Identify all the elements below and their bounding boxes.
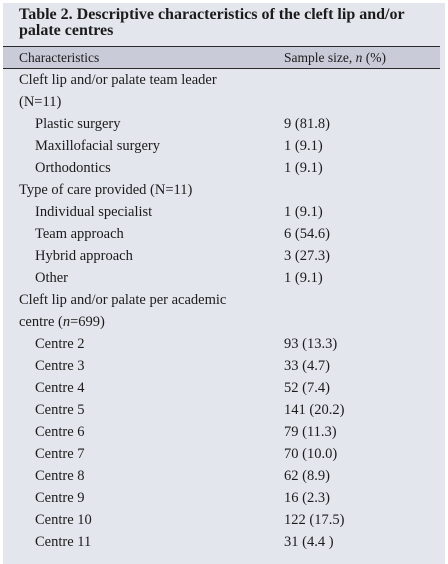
table-row: Centre 11 31 (4.4 ) bbox=[3, 531, 440, 553]
section-label: Cleft lip and/or palate per academic bbox=[19, 292, 227, 308]
table-row: Centre 4 52 (7.4) bbox=[3, 377, 440, 399]
table-row: Hybrid approach 3 (27.3) bbox=[3, 245, 440, 267]
row-label: Centre 11 bbox=[35, 534, 92, 550]
sub-label-suffix: =699) bbox=[70, 314, 105, 330]
table-row: Centre 6 79 (11.3) bbox=[3, 421, 440, 443]
row-label: Orthodontics bbox=[35, 160, 111, 176]
table-row: Centre 2 93 (13.3) bbox=[3, 333, 440, 355]
row-label: Centre 8 bbox=[35, 468, 85, 484]
section-row-team-leader-n: (N=11) bbox=[3, 91, 440, 113]
row-value: 1 (9.1) bbox=[284, 270, 323, 286]
section-label: Type of care provided (N=11) bbox=[19, 182, 193, 198]
table-body: Cleft lip and/or palate team leader (N=1… bbox=[3, 69, 440, 553]
table-row: Orthodontics 1 (9.1) bbox=[3, 157, 440, 179]
row-label: Other bbox=[35, 270, 69, 286]
row-label: Centre 10 bbox=[35, 512, 92, 528]
table-row: Team approach 6 (54.6) bbox=[3, 223, 440, 245]
table-title: Table 2. Descriptive characteristics of … bbox=[19, 7, 439, 39]
table-row: Plastic surgery 9 (81.8) bbox=[3, 113, 440, 135]
row-value: 122 (17.5) bbox=[284, 512, 345, 528]
section-row-per-centre: Cleft lip and/or palate per academic bbox=[3, 289, 440, 311]
header-bottom-rule bbox=[3, 68, 440, 69]
section-label: Cleft lip and/or palate team leader bbox=[19, 72, 217, 88]
sample-size-header-n: n bbox=[355, 50, 363, 65]
table-row: Centre 7 70 (10.0) bbox=[3, 443, 440, 465]
section-row-team-leader: Cleft lip and/or palate team leader bbox=[3, 69, 440, 91]
table-row: Other 1 (9.1) bbox=[3, 267, 440, 289]
section-sub-label: centre (n=699) bbox=[19, 311, 105, 333]
table-title-line-2: palate centres bbox=[19, 22, 114, 39]
table-row: Individual specialist 1 (9.1) bbox=[3, 201, 440, 223]
table-row: Centre 3 33 (4.7) bbox=[3, 355, 440, 377]
row-label: Individual specialist bbox=[35, 204, 153, 220]
row-value: 62 (8.9) bbox=[284, 468, 330, 484]
row-value: 1 (9.1) bbox=[284, 138, 323, 154]
row-value: 1 (9.1) bbox=[284, 204, 323, 220]
row-label: Centre 7 bbox=[35, 446, 85, 462]
sample-size-header-text: Sample size, bbox=[284, 50, 356, 65]
row-label: Maxillofacial surgery bbox=[35, 138, 160, 154]
row-value: 6 (54.6) bbox=[284, 226, 330, 242]
table-panel: Table 2. Descriptive characteristics of … bbox=[3, 3, 445, 564]
table-row: Centre 5 141 (20.2) bbox=[3, 399, 440, 421]
row-label: Centre 3 bbox=[35, 358, 85, 374]
table-row: Centre 10 122 (17.5) bbox=[3, 509, 440, 531]
sub-label-prefix: centre ( bbox=[19, 314, 63, 330]
row-value: 16 (2.3) bbox=[284, 490, 330, 506]
row-label: Centre 2 bbox=[35, 336, 85, 352]
section-row-care-type: Type of care provided (N=11) bbox=[3, 179, 440, 201]
table-title-line-1: Table 2. Descriptive characteristics of … bbox=[19, 6, 405, 23]
row-label: Centre 6 bbox=[35, 424, 85, 440]
section-row-per-centre-n: centre (n=699) bbox=[3, 311, 440, 333]
column-header-sample-size: Sample size, n (%) bbox=[284, 49, 386, 67]
row-value: 141 (20.2) bbox=[284, 402, 345, 418]
row-label: Plastic surgery bbox=[35, 116, 121, 132]
table-row: Centre 8 62 (8.9) bbox=[3, 465, 440, 487]
row-value: 1 (9.1) bbox=[284, 160, 323, 176]
column-header-characteristics: Characteristics bbox=[19, 50, 100, 65]
row-label: Team approach bbox=[35, 226, 124, 242]
table-row: Maxillofacial surgery 1 (9.1) bbox=[3, 135, 440, 157]
sub-label-n: n bbox=[62, 314, 71, 330]
row-value: 79 (11.3) bbox=[284, 424, 337, 440]
header-top-rule bbox=[3, 46, 440, 47]
row-value: 3 (27.3) bbox=[284, 248, 330, 264]
row-label: Centre 9 bbox=[35, 490, 85, 506]
row-value: 31 (4.4 ) bbox=[284, 534, 334, 550]
row-value: 93 (13.3) bbox=[284, 336, 338, 352]
table-row: Centre 9 16 (2.3) bbox=[3, 487, 440, 509]
row-value: 33 (4.7) bbox=[284, 358, 330, 374]
row-label: Hybrid approach bbox=[35, 248, 133, 264]
row-label: Centre 4 bbox=[35, 380, 85, 396]
row-value: 70 (10.0) bbox=[284, 446, 338, 462]
sample-size-header-percent: (%) bbox=[362, 50, 386, 65]
row-value: 9 (81.8) bbox=[284, 116, 330, 132]
table-header-background bbox=[3, 47, 440, 69]
row-label: Centre 5 bbox=[35, 402, 85, 418]
section-sub-label: (N=11) bbox=[19, 94, 62, 110]
row-value: 52 (7.4) bbox=[284, 380, 330, 396]
